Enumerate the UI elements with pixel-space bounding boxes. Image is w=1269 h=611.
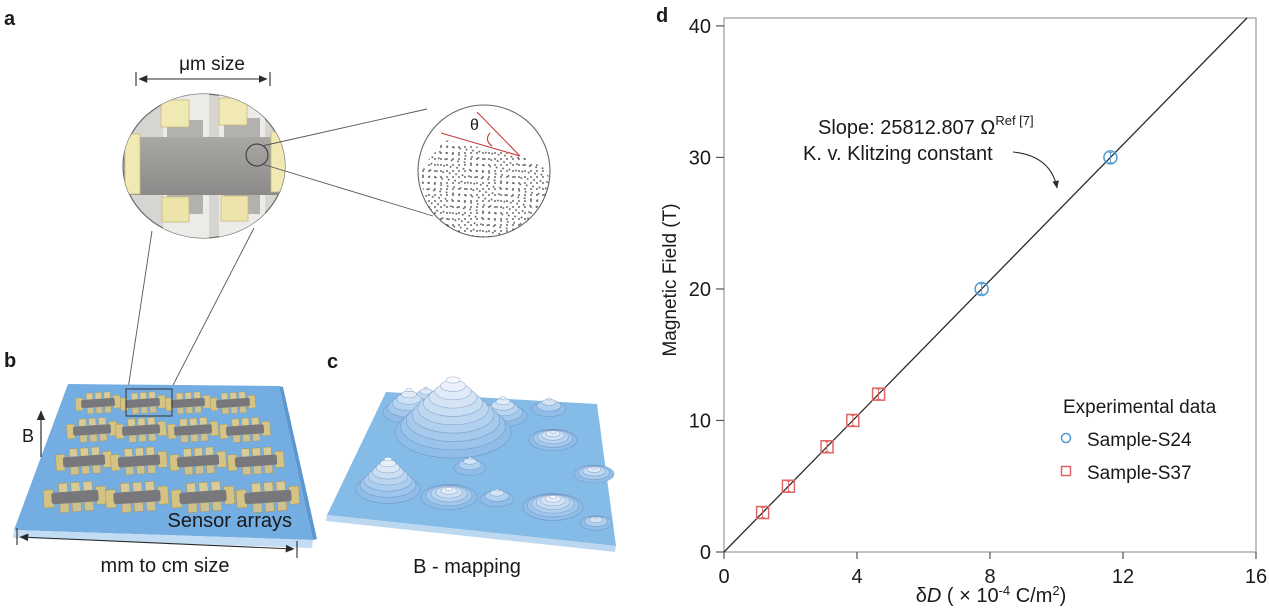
legend-title: Experimental data — [1063, 397, 1217, 418]
contour-hill-level — [445, 376, 461, 384]
slope-annotation-line2: K. v. Klitzing constant — [803, 143, 993, 165]
contour-hill-level — [445, 487, 453, 491]
gold-contact-pad — [160, 99, 190, 128]
panel-a-label: a — [4, 8, 16, 30]
twist-angle-label: θ — [470, 117, 479, 134]
annotation-arrow — [1012, 151, 1059, 189]
micrometer-size-label: μm size — [179, 54, 245, 75]
legend-label-sample-s24: Sample-S24 — [1087, 430, 1192, 451]
legend-marker-sample-s24 — [1060, 432, 1072, 444]
contour-hill-level — [546, 397, 552, 401]
y-tick-label: 30 — [689, 147, 711, 169]
fit-line-group — [723, 17, 1248, 553]
moire-lattice-view: θ — [417, 104, 551, 238]
contour-hill-level — [586, 466, 602, 473]
gold-contact-pad — [124, 133, 141, 195]
data-point-sample-s24 — [1103, 150, 1118, 165]
panel-d-label: d — [656, 5, 668, 27]
data-point-sample-s24 — [974, 281, 989, 297]
substrate-size-caption: mm to cm size — [101, 555, 230, 577]
contour-hill-level — [499, 396, 507, 400]
contour-hill-level — [549, 495, 557, 499]
twist-angle-marker — [440, 111, 521, 157]
connector-line — [127, 230, 153, 390]
micrometer-dimension-arrow — [135, 72, 271, 86]
fit-line — [723, 17, 1248, 553]
data-point-sample-s37 — [871, 387, 886, 401]
x-title-unit: C/m — [1010, 585, 1052, 607]
slope-annotation-ref: Ref [7] — [995, 113, 1033, 128]
gold-contact-pad — [220, 195, 249, 222]
panel-c-label: c — [327, 351, 338, 373]
x-tick-label: 4 — [851, 566, 862, 588]
x-tick-label: 16 — [1245, 566, 1267, 588]
x-title-exponent: -4 — [999, 583, 1011, 598]
x-title-close: ) — [1060, 585, 1067, 607]
contour-hill-level — [405, 388, 413, 392]
x-tick-label: 12 — [1112, 566, 1134, 588]
substrate-dimension-arrow — [16, 528, 298, 558]
slope-annotation-line1: Slope: 25812.807 ΩRef [7] — [818, 113, 1034, 139]
selection-rect — [125, 388, 173, 417]
hall-device-magnified-view — [122, 93, 286, 239]
legend-marker-sample-s37 — [1060, 465, 1072, 477]
x-title-open: ( × 10 — [941, 585, 998, 607]
axis-ticks: 0 4 8 12 16 0 10 20 30 40 — [689, 16, 1267, 588]
contour-hill-level — [591, 466, 597, 470]
connector-line — [170, 227, 255, 390]
x-tick-label: 8 — [984, 566, 995, 588]
contour-hill-level — [467, 456, 473, 460]
contour-hill-level — [589, 516, 603, 523]
data-point-sample-s37 — [755, 505, 770, 520]
connector-line — [261, 163, 434, 217]
x-tick-label: 0 — [718, 566, 729, 588]
contour-hill-level — [593, 516, 599, 520]
y-tick-label: 0 — [700, 542, 711, 564]
b-field-label: B — [22, 426, 34, 446]
contour-hill-level — [545, 430, 561, 438]
x-title-unit-exponent: 2 — [1052, 583, 1059, 598]
y-tick-label: 10 — [689, 410, 711, 432]
slope-annotation-text: Slope: 25812.807 Ω — [818, 117, 995, 139]
contour-hill-level — [549, 430, 557, 434]
zoom-region-circle — [245, 143, 269, 167]
x-axis-title: δD ( × 10-4 C/m2) — [916, 583, 1067, 607]
legend-label-sample-s37: Sample-S37 — [1087, 463, 1192, 484]
b-mapping-contours — [355, 376, 615, 531]
connector-line — [261, 108, 428, 147]
y-axis-title: Magnetic Field (T) — [660, 203, 681, 356]
data-point-sample-s37 — [781, 479, 796, 493]
x-title-variable: D — [927, 585, 941, 607]
panel-b-label: b — [4, 350, 16, 372]
b-mapping-caption: B - mapping — [413, 556, 521, 578]
y-tick-label: 40 — [689, 16, 711, 38]
contour-hill-level — [383, 456, 393, 462]
sensor-arrays-caption: Sensor arrays — [168, 510, 293, 532]
y-tick-label: 20 — [689, 279, 711, 301]
data-point-sample-s37 — [820, 440, 834, 454]
contour-hill-level — [494, 488, 500, 492]
data-points-group — [755, 150, 1118, 520]
gold-contact-pad — [161, 196, 190, 223]
legend-entries: Sample-S24 Sample-S37 — [1060, 430, 1192, 484]
x-title-delta: δ — [916, 585, 927, 607]
contour-hill-level — [423, 386, 429, 390]
data-point-sample-s37 — [846, 413, 860, 428]
